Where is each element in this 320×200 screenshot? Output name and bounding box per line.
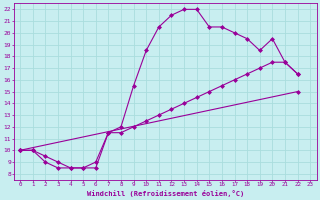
X-axis label: Windchill (Refroidissement éolien,°C): Windchill (Refroidissement éolien,°C) (86, 190, 244, 197)
